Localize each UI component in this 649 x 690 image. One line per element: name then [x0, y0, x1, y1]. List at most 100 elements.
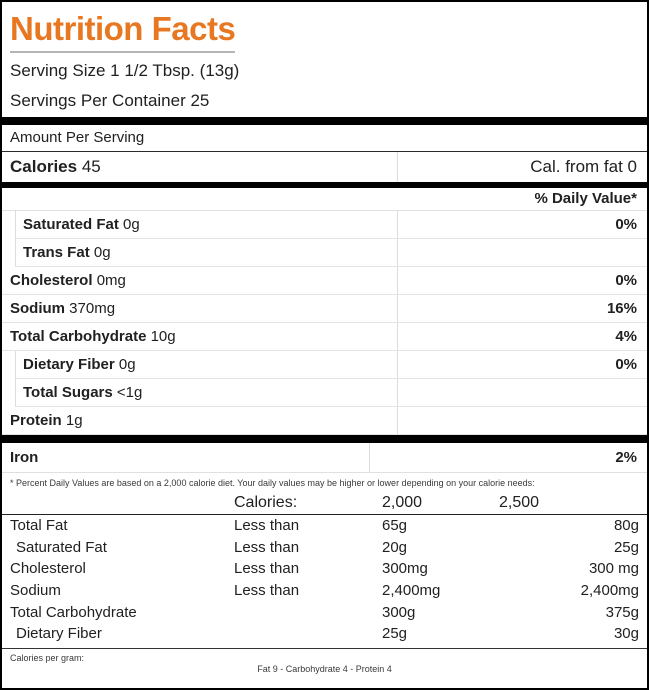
- calories-value: Calories 45: [2, 152, 397, 182]
- nutrient-name-cell: Trans Fat 0g: [16, 239, 397, 266]
- ref-qualifier: Less than: [234, 517, 300, 534]
- nutrient-row: Saturated Fat 0g 0%: [15, 211, 647, 239]
- thick-divider-bar: [2, 435, 647, 443]
- nutrient-row: Dietary Fiber 0g 0%: [15, 351, 647, 379]
- nutrient-name-cell: Dietary Fiber 0g: [16, 351, 397, 378]
- nutrient-row: Sodium 370mg 16%: [2, 295, 647, 323]
- nutrient-row: Cholesterol 0mg 0%: [2, 267, 647, 295]
- mineral-daily-value: 2%: [369, 443, 647, 472]
- calories-per-gram-values: Fat 9 - Carbohydrate 4 - Protein 4: [257, 664, 392, 675]
- thick-divider-bar: [2, 117, 647, 125]
- daily-value-heading: % Daily Value*: [2, 188, 647, 211]
- ref-nutrient-name: Dietary Fiber: [16, 625, 102, 643]
- ref-value-2500: 80g: [613, 517, 639, 534]
- nutrient-daily-value: [397, 407, 647, 434]
- reference-table-row: Total Fat Less than 65g 80g: [2, 515, 647, 537]
- nutrient-name-cell: Total Sugars <1g: [16, 379, 397, 406]
- calories-number: 45: [81, 157, 101, 176]
- reference-table-body: Total Fat Less than 65g 80g Saturated Fat Les…: [2, 515, 647, 645]
- nutrient-daily-value: 0%: [397, 211, 647, 238]
- ref-nutrient-name: Sodium: [10, 582, 61, 600]
- nutrient-name-cell: Total Carbohydrate 10g: [2, 323, 397, 350]
- reference-table-header: Calories: 2,000 2,500: [2, 492, 647, 515]
- calories-label: Calories: [10, 157, 78, 176]
- ref-nutrient-name: Saturated Fat: [16, 538, 107, 556]
- ref-header-empty: [10, 492, 228, 514]
- nutrient-name-cell: Saturated Fat 0g: [16, 211, 397, 238]
- nutrient-row: Trans Fat 0g: [15, 239, 647, 267]
- label-header: Nutrition Facts: [2, 2, 647, 53]
- nutrient-daily-value: 16%: [397, 295, 647, 322]
- nutrient-amount: 0g: [123, 216, 140, 233]
- ref-nutrient-name: Total Carbohydrate: [10, 603, 137, 621]
- ref-value-2500: 30g: [613, 625, 639, 643]
- nutrient-daily-value: 0%: [397, 351, 647, 378]
- reference-table-row: Total Carbohydrate 300g 375g: [2, 602, 647, 624]
- ref-value-2000: 20g: [382, 538, 408, 556]
- nutrient-daily-value: 0%: [397, 267, 647, 294]
- ref-qualifier: Less than: [234, 560, 300, 578]
- calories-row: Calories 45 Cal. from fat 0: [2, 152, 647, 182]
- nutrient-name-cell: Protein 1g: [2, 407, 397, 434]
- ref-value-2000: 2,400mg: [382, 582, 441, 600]
- nutrient-name: Dietary Fiber: [23, 356, 115, 373]
- nutrient-amount: 0g: [93, 244, 111, 261]
- nutrient-name: Saturated Fat: [23, 216, 119, 233]
- mineral-table: Iron 2%: [2, 443, 647, 473]
- calories-from-fat: Cal. from fat 0: [397, 152, 647, 182]
- nutrient-amount: 0mg: [96, 272, 126, 289]
- mineral-name: Iron: [10, 449, 39, 466]
- nutrient-table: Saturated Fat 0g 0% Trans Fat 0g Cholestero…: [2, 211, 647, 435]
- reference-table-row: Dietary Fiber 25g 30g: [2, 623, 647, 645]
- nutrient-amount: 0g: [118, 356, 136, 373]
- ref-nutrient-name: Total Fat: [10, 517, 68, 534]
- ref-value-2000: 300mg: [382, 560, 428, 578]
- nutrient-name: Trans Fat: [23, 244, 90, 261]
- mineral-row: Iron 2%: [2, 443, 647, 473]
- ref-qualifier: [228, 623, 376, 645]
- thick-divider-bar: [2, 182, 647, 188]
- ref-nutrient-name: Cholesterol: [10, 560, 86, 578]
- nutrient-amount: 370mg: [69, 300, 116, 317]
- nutrient-name: Cholesterol: [10, 272, 93, 289]
- calories-per-gram-divider: [2, 648, 647, 650]
- nutrient-name: Sodium: [10, 300, 65, 317]
- ref-qualifier: [228, 602, 376, 624]
- reference-table-row: Saturated Fat Less than 20g 25g: [2, 537, 647, 559]
- ref-value-2500: 25g: [613, 538, 639, 556]
- nutrient-daily-value: [397, 379, 647, 406]
- nutrient-row: Total Sugars <1g: [15, 379, 647, 407]
- ref-header-2000: 2,000: [382, 494, 423, 511]
- serving-size-text: Serving Size 1 1/2 Tbsp. (13g): [10, 61, 240, 80]
- nutrient-name: Total Carbohydrate: [10, 328, 147, 345]
- nutrient-row: Protein 1g: [2, 407, 647, 435]
- ref-qualifier: Less than: [234, 538, 300, 556]
- daily-value-footnote: * Percent Daily Values are based on a 2,…: [10, 478, 535, 488]
- nutrient-daily-value: [397, 239, 647, 266]
- reference-table-row: Sodium Less than 2,400mg 2,400mg: [2, 580, 647, 602]
- ref-value-2500: 300 mg: [588, 560, 639, 578]
- nutrient-amount: 10g: [150, 328, 176, 345]
- ref-qualifier: Less than: [234, 582, 300, 600]
- ref-value-2000: 65g: [382, 517, 408, 534]
- reference-table-row: Cholesterol Less than 300mg 300 mg: [2, 558, 647, 580]
- nutrient-daily-value: 4%: [397, 323, 647, 350]
- page-title: Nutrition Facts: [10, 9, 236, 53]
- nutrient-row: Total Carbohydrate 10g 4%: [2, 323, 647, 351]
- reference-table: Calories: 2,000 2,500 Total Fat Less than…: [2, 492, 647, 645]
- amount-per-serving-heading: Amount Per Serving: [2, 125, 647, 152]
- nutrient-amount: <1g: [116, 384, 143, 401]
- ref-value-2500: 375g: [605, 603, 639, 621]
- calories-per-gram-label: Calories per gram:: [10, 653, 85, 664]
- nutrient-amount: 1g: [65, 412, 83, 429]
- ref-header-calories: Calories:: [234, 494, 298, 511]
- nutrient-name: Protein: [10, 412, 62, 429]
- nutrient-name: Total Sugars: [23, 384, 113, 401]
- ref-header-2500: 2,500: [499, 494, 540, 511]
- ref-value-2000: 300g: [382, 603, 416, 621]
- servings-per-container-text: Servings Per Container 25: [10, 91, 210, 110]
- ref-value-2000: 25g: [382, 625, 408, 643]
- ref-value-2500: 2,400mg: [580, 582, 639, 600]
- nutrient-name-cell: Cholesterol 0mg: [2, 267, 397, 294]
